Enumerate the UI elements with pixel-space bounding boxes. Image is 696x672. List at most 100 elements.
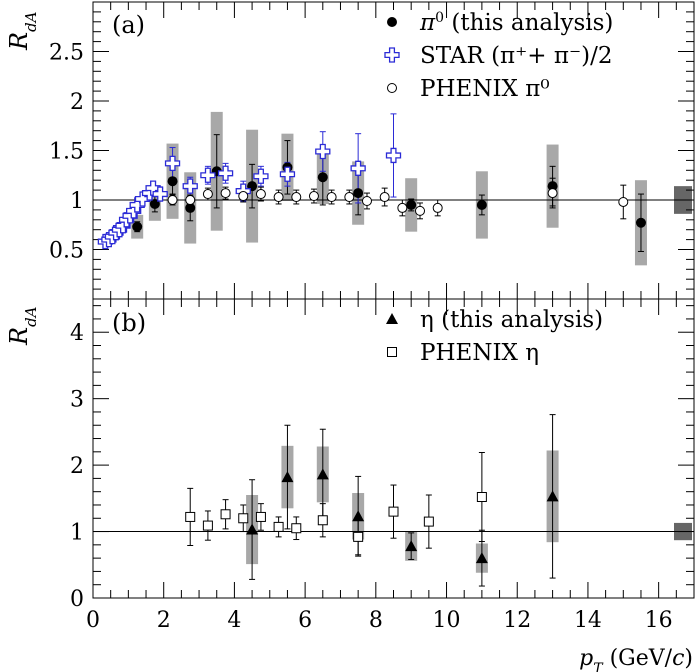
legend-marker (387, 17, 397, 27)
data-point (238, 513, 249, 524)
panel-b-ylabel: RdA (5, 306, 40, 346)
data-point (281, 471, 294, 483)
data-point (405, 540, 418, 552)
data-point (185, 202, 196, 213)
data-point (185, 511, 196, 522)
legend-marker (387, 83, 397, 93)
y-tick-label: 1 (70, 521, 84, 546)
x-tick-label: 10 (433, 608, 461, 633)
y-tick-label: 2.5 (49, 41, 84, 66)
data-point (317, 172, 328, 183)
data-point (388, 506, 399, 517)
data-point (316, 468, 329, 480)
data-point (164, 155, 181, 172)
y-tick-label: 3 (70, 388, 84, 413)
data-point (182, 178, 198, 194)
panel-b-frame (92, 298, 695, 599)
y-tick-label: 2 (70, 454, 84, 479)
data-point (220, 188, 231, 199)
data-point (185, 195, 196, 205)
data-point (361, 195, 372, 206)
legend-marker (387, 347, 397, 357)
legend-label: π0 (this analysis) (419, 10, 613, 36)
data-point (167, 176, 178, 187)
x-tick-label: 4 (227, 608, 241, 633)
data-point (279, 166, 296, 182)
data-point (379, 192, 390, 203)
panel-a-label: (a) (112, 11, 145, 39)
panel-a-data (97, 113, 646, 252)
data-point (200, 167, 216, 183)
panel-b-label: (b) (112, 309, 146, 337)
data-point (326, 192, 337, 203)
panel-a-ylabel: RdA (5, 11, 40, 51)
data-point (476, 492, 487, 503)
y-tick-label: 2 (70, 90, 84, 115)
y-tick-label: 4 (70, 321, 84, 346)
data-point (308, 191, 319, 202)
data-point (385, 147, 402, 164)
y-tick-label: 1.5 (49, 140, 84, 165)
legend-marker (386, 313, 398, 324)
data-point (415, 205, 426, 216)
data-point (132, 221, 143, 232)
data-point (635, 217, 646, 228)
data-point (220, 509, 231, 520)
y-tick-label: 1 (70, 189, 84, 214)
y-tick-label: 0.5 (49, 239, 84, 264)
legend-marker (384, 47, 400, 63)
data-point (547, 188, 558, 199)
data-point (202, 520, 213, 531)
data-point (353, 531, 364, 542)
data-point (273, 521, 284, 532)
data-point (432, 202, 443, 213)
x-axis-title: pT (GeV/c) (579, 646, 693, 672)
data-point (353, 188, 364, 199)
data-point (406, 199, 417, 210)
data-point (291, 523, 302, 534)
data-point (397, 202, 408, 213)
data-point (246, 523, 259, 535)
x-tick-label: 14 (574, 608, 602, 633)
data-point (255, 511, 266, 522)
legend-label: PHENIX π⁰ (420, 76, 550, 102)
x-tick-label: 8 (369, 608, 383, 633)
x-tick-label: 16 (645, 608, 673, 633)
data-point (253, 168, 269, 184)
data-point (217, 165, 234, 181)
data-point (344, 192, 355, 203)
data-point (546, 490, 559, 502)
data-point (167, 195, 178, 205)
data-point (273, 192, 284, 203)
y-tick-label: 0 (70, 587, 84, 612)
panel-b-sys-boxes (246, 445, 692, 573)
x-tick-label: 12 (503, 608, 531, 633)
data-point (475, 552, 488, 564)
legend-label: η (this analysis) (420, 307, 603, 333)
data-point (547, 181, 558, 192)
legend-label: STAR (π⁺+ π⁻)/2 (420, 43, 613, 69)
data-point (317, 515, 328, 526)
data-point (315, 143, 331, 160)
legend-label: PHENIX η (420, 340, 539, 366)
data-point (202, 189, 213, 200)
data-point (238, 191, 249, 202)
data-point (152, 186, 168, 202)
panel-b-legend: η (this analysis) PHENIX η (386, 307, 603, 366)
data-point (352, 510, 365, 522)
x-tick-label: 6 (298, 608, 312, 633)
data-point (291, 192, 302, 203)
data-point (350, 160, 366, 176)
data-point (423, 516, 434, 527)
data-point (618, 196, 629, 207)
x-tick-label: 0 (86, 608, 100, 633)
panel-b-data (185, 414, 559, 587)
panel-a-legend: π0 (this analysis) STAR (π⁺+ π⁻)/2 PHENIX … (384, 10, 613, 102)
data-point (255, 189, 266, 200)
panel-a-ticks: 0.5 1 1.5 2 2.5 (49, 2, 694, 299)
x-tick-label: 2 (157, 608, 171, 633)
data-point (134, 191, 151, 207)
data-point (476, 199, 487, 210)
